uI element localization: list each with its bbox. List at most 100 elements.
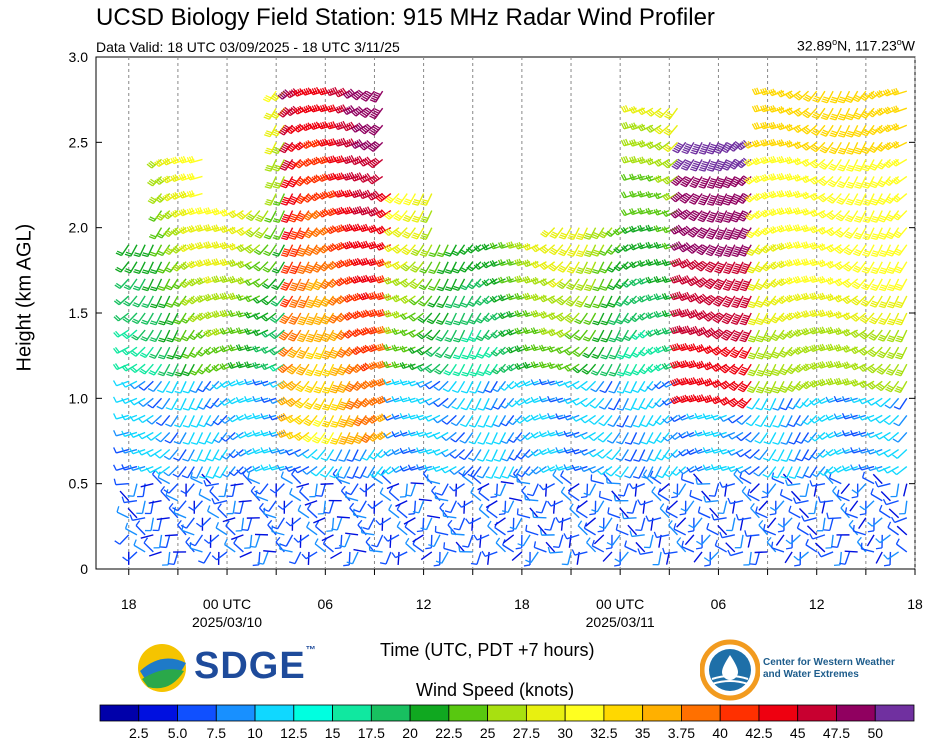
wind-barb xyxy=(156,517,170,521)
wind-barb-feather xyxy=(142,303,149,307)
wind-barb-feather xyxy=(371,544,378,548)
wind-barb-feather xyxy=(559,234,566,238)
wind-barb-feather xyxy=(289,144,296,149)
wind-barb-feather xyxy=(319,285,326,290)
wind-barb-feather xyxy=(345,423,352,428)
wind-barb xyxy=(158,517,163,531)
wind-barb-feather xyxy=(285,110,291,117)
wind-barb-feather xyxy=(244,345,248,352)
x-tick-label: 12 xyxy=(416,596,432,612)
wind-barb-feather xyxy=(180,156,185,163)
wind-barb xyxy=(133,544,146,553)
wind-barb xyxy=(619,551,629,563)
wind-barb-feather xyxy=(285,521,291,527)
wind-barb-feather xyxy=(142,269,149,273)
wind-barb-feather xyxy=(194,225,199,232)
wind-barb-feather xyxy=(121,447,126,454)
degree-symbol: o xyxy=(832,37,838,47)
wind-barb-feather xyxy=(331,351,338,356)
wind-barb-feather xyxy=(173,338,181,343)
wind-barb-feather xyxy=(131,320,138,325)
wind-barb-feather xyxy=(609,337,616,341)
wind-barb-feather xyxy=(583,321,590,325)
wind-barb-feather xyxy=(215,207,220,214)
wind-barb xyxy=(116,431,129,437)
wind-barb xyxy=(351,466,359,479)
wind-barb xyxy=(455,541,466,553)
wind-barb-feather xyxy=(362,345,368,352)
wind-barb xyxy=(604,517,613,530)
wind-barb-feather xyxy=(681,150,688,155)
wind-barb-feather xyxy=(252,412,257,420)
wind-barb-feather xyxy=(279,111,286,117)
wind-barb-feather xyxy=(219,364,224,370)
wind-barb-feather xyxy=(223,309,228,316)
wind-barb xyxy=(607,512,621,519)
wind-barb-feather xyxy=(305,123,310,130)
wind-barb-feather xyxy=(289,126,295,132)
wind-barb-feather xyxy=(231,259,236,266)
wind-barb-feather xyxy=(694,160,701,164)
wind-barb-feather xyxy=(173,321,180,325)
wind-barb-feather xyxy=(295,199,301,205)
wind-barb-feather xyxy=(436,288,443,292)
wind-barb-feather xyxy=(547,500,552,507)
wind-barb-feather xyxy=(290,215,297,219)
wind-barb-feather xyxy=(227,380,232,387)
wind-barb-feather xyxy=(567,253,574,257)
wind-barb-feather xyxy=(260,348,266,354)
wind-barb-feather xyxy=(140,321,148,325)
wind-barb-feather xyxy=(163,250,170,256)
wind-barb-feather xyxy=(377,433,383,439)
wind-barb-feather xyxy=(405,198,412,202)
wind-barb-feather xyxy=(170,157,175,164)
wind-barb-feather xyxy=(205,294,210,301)
wind-barb-feather xyxy=(331,405,338,409)
wind-barb-feather xyxy=(284,449,290,456)
wind-barb xyxy=(225,449,236,460)
wind-barb-feather xyxy=(352,404,359,409)
wind-barb-feather xyxy=(379,432,385,438)
wind-barb xyxy=(387,534,400,542)
wind-barb-feather xyxy=(215,310,220,317)
wind-barb-feather xyxy=(332,384,340,388)
wind-barb xyxy=(330,551,343,560)
wind-barb-feather xyxy=(204,404,211,409)
wind-barb-feather xyxy=(355,401,362,406)
wind-barb-feather xyxy=(493,476,501,480)
wind-barb-feather xyxy=(239,260,245,267)
wind-barb-feather xyxy=(470,469,475,476)
wind-barb xyxy=(276,517,285,530)
wind-barb-feather xyxy=(190,352,197,357)
wind-barb-feather xyxy=(345,406,352,410)
wind-barb xyxy=(271,448,285,454)
wind-barb xyxy=(611,490,621,502)
wind-barb-feather xyxy=(420,220,427,223)
wind-barb-feather xyxy=(205,312,210,319)
wind-barb xyxy=(204,466,212,479)
wind-barb-feather xyxy=(354,92,361,98)
wind-barb-feather xyxy=(196,296,202,302)
wind-barb-feather xyxy=(353,509,361,513)
wind-barb xyxy=(119,490,130,502)
wind-barb-feather xyxy=(129,448,134,455)
wind-barb-feather xyxy=(353,94,359,99)
wind-barb xyxy=(328,500,335,514)
wind-barb-feather xyxy=(306,402,313,406)
wind-barb-feather xyxy=(347,384,354,389)
wind-barb-feather xyxy=(174,301,181,306)
wind-barb-feather xyxy=(237,261,243,268)
wind-barb-feather xyxy=(246,263,252,269)
wind-barb-feather xyxy=(339,440,346,443)
wind-barb-feather xyxy=(408,513,415,515)
wind-barb-feather xyxy=(344,108,350,114)
wind-barb-feather xyxy=(375,244,380,251)
wind-barb-feather xyxy=(173,441,180,445)
wind-barb-feather xyxy=(616,424,623,428)
wind-barb-feather xyxy=(244,378,248,385)
wind-barb-feather xyxy=(282,283,289,287)
wind-barb-feather xyxy=(336,353,343,358)
wind-barb-feather xyxy=(189,371,196,376)
wind-barb-feather xyxy=(304,232,311,237)
wind-barb-feather xyxy=(621,512,625,519)
